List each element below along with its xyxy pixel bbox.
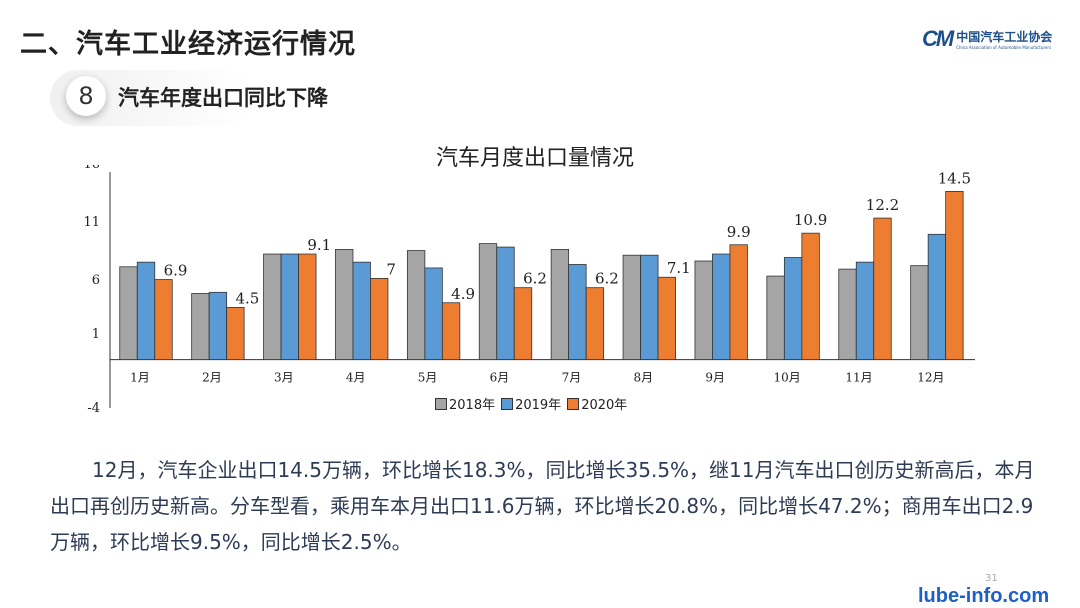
summary-paragraph: 12月，汽车企业出口14.5万辆，环比增长18.3%，同比增长35.5%，继11… <box>50 458 1035 554</box>
data-label: 9.1 <box>307 236 331 254</box>
bar-2020年-3月 <box>298 253 317 360</box>
logo-en-text: China Association of Automobile Manufact… <box>956 45 1052 50</box>
x-tick-label: 3月 <box>274 371 294 385</box>
bar-2020年-12月 <box>945 190 964 360</box>
bar-2018年-3月 <box>263 253 282 360</box>
legend-item: 2020年 <box>567 394 627 413</box>
bar-2020年-11月 <box>873 217 892 361</box>
legend-item: 2019年 <box>501 394 561 413</box>
bar-2020年-2月 <box>226 306 245 360</box>
bar-2019年-1月 <box>136 261 156 361</box>
bar-2019年-9月 <box>712 253 731 360</box>
caam-logo: CM 中国汽车工业协会 China Association of Automob… <box>922 26 1052 52</box>
data-label: 10.9 <box>794 211 827 229</box>
legend-swatch <box>567 397 580 410</box>
x-tick-label: 2月 <box>202 371 222 385</box>
y-tick-label: 11 <box>83 215 100 230</box>
bar-2020年-1月 <box>154 279 173 360</box>
bar-2019年-10月 <box>783 257 803 360</box>
x-tick-label: 6月 <box>490 371 510 385</box>
bar-2018年-5月 <box>406 250 426 360</box>
data-label: 6.2 <box>595 270 619 288</box>
x-tick-label: 9月 <box>705 371 725 385</box>
page-number: 31 <box>985 573 998 584</box>
bar-2018年-8月 <box>622 254 641 360</box>
bar-2018年-6月 <box>478 243 498 360</box>
data-label: 4.5 <box>235 289 259 307</box>
y-tick-label: 16 <box>83 165 100 172</box>
slide-title: 二、汽车工业经济运行情况 <box>20 29 356 60</box>
logo-cn-text: 中国汽车工业协会 <box>956 30 1053 44</box>
legend-label: 2018年 <box>449 398 496 413</box>
bar-2020年-8月 <box>657 276 676 360</box>
legend-label: 2019年 <box>515 398 562 413</box>
x-tick-label: 4月 <box>346 371 366 385</box>
bar-2019年-11月 <box>855 261 875 361</box>
watermark: lube-info.com <box>918 585 1050 607</box>
bar-2019年-3月 <box>280 253 299 360</box>
chart-title: 汽车月度出口量情况 <box>435 146 634 171</box>
bar-2019年-6月 <box>496 246 515 360</box>
bar-2020年-5月 <box>441 302 461 360</box>
bar-2018年-10月 <box>766 275 785 360</box>
data-label: 14.5 <box>938 169 971 187</box>
bar-2020年-7月 <box>585 287 605 360</box>
data-label: 4.9 <box>451 285 475 303</box>
bar-2019年-2月 <box>208 291 228 360</box>
bar-2019年-5月 <box>424 267 443 360</box>
logo-mark: CM <box>922 26 954 51</box>
x-tick-label: 8月 <box>633 371 653 385</box>
bar-2020年-9月 <box>729 244 748 360</box>
y-tick-label: -4 <box>87 401 100 415</box>
bar-2019年-4月 <box>352 261 371 361</box>
bar-2019年-8月 <box>640 254 659 360</box>
x-tick-label: 10月 <box>773 371 800 385</box>
bar-2018年-11月 <box>838 268 857 361</box>
legend-swatch <box>501 397 514 410</box>
bar-2020年-6月 <box>513 287 533 360</box>
data-label: 7 <box>386 260 396 278</box>
bar-2018年-9月 <box>694 260 713 360</box>
bar-2018年-2月 <box>191 293 210 360</box>
data-label: 6.9 <box>164 262 188 280</box>
bar-2019年-7月 <box>568 264 587 361</box>
data-label: 7.1 <box>667 259 691 277</box>
bar-2018年-12月 <box>910 265 929 360</box>
bar-2019年-12月 <box>927 233 947 360</box>
y-tick-label: 1 <box>92 327 100 342</box>
y-tick-label: 6 <box>92 273 100 288</box>
x-tick-label: 12月 <box>917 371 944 385</box>
legend-item: 2018年 <box>435 394 495 413</box>
bar-2018年-1月 <box>119 266 138 361</box>
x-tick-label: 5月 <box>418 371 438 385</box>
legend-label: 2020年 <box>581 398 628 413</box>
x-tick-label: 1月 <box>130 371 150 385</box>
bar-2020年-4月 <box>370 278 389 360</box>
data-label: 12.2 <box>866 196 899 214</box>
bar-chart: 16 11 6 1 -4 1月 6.9 2月 4.5 3月 9.1 4月 7 5月 4.9 6月 6.2 7月 6.… <box>83 165 975 415</box>
section-number-badge: 8 <box>66 76 106 116</box>
legend-swatch <box>435 397 447 410</box>
bar-2020年-10月 <box>801 232 820 361</box>
chart-legend: 2018年 2019年 2020年 <box>435 394 627 413</box>
data-label: 9.9 <box>727 223 751 241</box>
bar-2018年-4月 <box>335 249 354 360</box>
section-title: 汽车年度出口同比下降 <box>118 86 328 110</box>
x-tick-label: 7月 <box>562 371 582 385</box>
data-label: 6.2 <box>523 270 547 288</box>
x-tick-label: 11月 <box>845 371 872 385</box>
bar-2018年-7月 <box>550 249 570 360</box>
